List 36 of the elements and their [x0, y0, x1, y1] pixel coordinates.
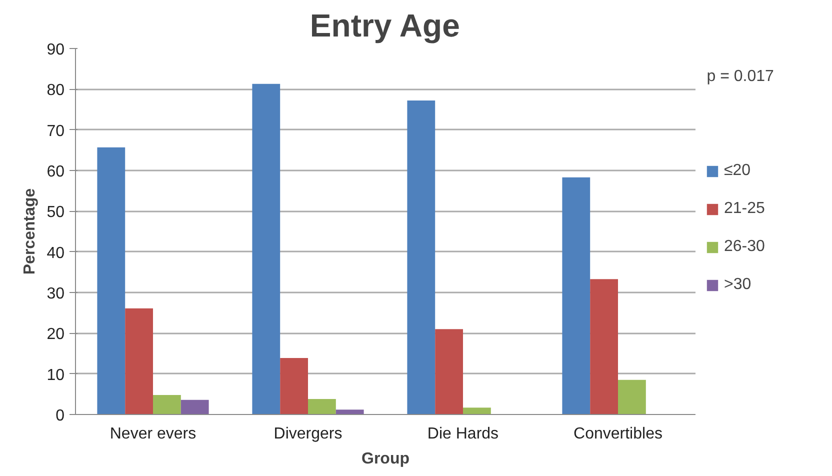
- chart-title: Entry Age: [310, 8, 460, 44]
- bar: [97, 147, 126, 414]
- y-tick-label: 20: [46, 326, 65, 344]
- text: p = 0.017: [706, 68, 774, 86]
- bar: [280, 358, 308, 414]
- y-tick-label: 10: [46, 366, 65, 384]
- legend-label: ≤20: [724, 162, 751, 180]
- bar: [252, 84, 280, 414]
- y-axis-title: Percentage: [22, 188, 39, 275]
- legend-label: >30: [724, 276, 752, 294]
- legend-label: 21-25: [724, 200, 765, 218]
- x-tick-label: Convertibles: [574, 426, 662, 442]
- y-tick-label: 80: [46, 82, 65, 100]
- y-tick-label: 60: [46, 164, 65, 180]
- bar: [308, 399, 336, 414]
- y-tick-label: 30: [46, 286, 65, 302]
- bar: [435, 329, 463, 414]
- bar: [125, 308, 153, 414]
- bar: [618, 380, 646, 414]
- x-tick-label: Divergers: [274, 426, 342, 442]
- x-tick-label: Die Hards: [427, 426, 499, 442]
- bar: [336, 410, 364, 414]
- bar: [180, 400, 209, 414]
- y-tick-label: 40: [46, 244, 65, 262]
- bar: [562, 177, 590, 414]
- y-tick-label: 0: [56, 408, 65, 424]
- bar: [463, 408, 491, 414]
- x-tick-label: Never evers: [110, 426, 196, 442]
- x-axis-title: Group: [362, 450, 410, 468]
- y-tick-label: 90: [46, 42, 65, 58]
- legend-label: 26-30: [724, 238, 765, 256]
- bar: [407, 100, 436, 414]
- bar: [153, 394, 181, 414]
- y-tick-label: 70: [46, 122, 65, 140]
- y-tick-label: 50: [46, 204, 65, 222]
- bar: [590, 279, 618, 414]
